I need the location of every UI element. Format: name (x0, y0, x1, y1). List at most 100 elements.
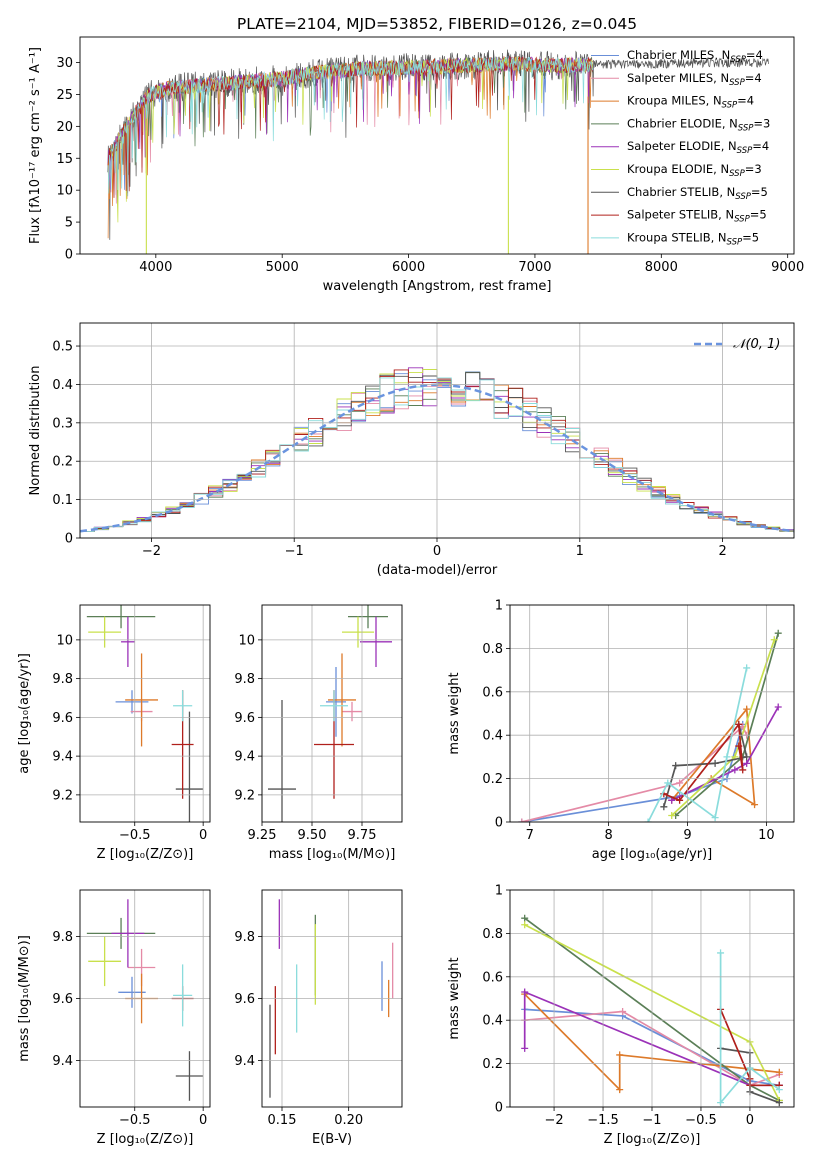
errorbar-point (88, 936, 122, 987)
legend-subscript: SSP (729, 78, 745, 88)
x-tick-label: −1.5 (587, 1113, 619, 1128)
x-tick-label: −2 (544, 1113, 563, 1128)
y-tick-label: 10 (238, 633, 255, 648)
x-tick-label: 0.15 (268, 1113, 297, 1128)
x-tick-label: −2 (142, 544, 161, 559)
y-tick-label: 9.6 (234, 992, 255, 1007)
marker-plus (735, 742, 743, 750)
x-tick-label: 8 (604, 828, 612, 843)
y-tick-label: 0 (495, 816, 503, 831)
panel-age-vs-z: −0.5 0 9.2 9.4 9.6 9.8 10 Z [log₁₀(Z/Z⊙)] age [l… (17, 604, 211, 862)
y-tick-label: 9.2 (52, 788, 73, 803)
x-tick-label: −1 (642, 1113, 661, 1128)
y-tick-label: 9.4 (234, 1054, 255, 1069)
marker-plus (676, 796, 684, 804)
marker-plus (775, 1068, 783, 1076)
marker-plus (711, 759, 719, 767)
x-tick-label: 9.75 (348, 828, 377, 843)
y-tick-label: 9.4 (234, 750, 255, 765)
y-tick-label: 0.6 (482, 970, 503, 985)
marker-plus (616, 1086, 624, 1094)
marker-plus (717, 1099, 725, 1107)
marker-plus (743, 759, 751, 767)
marker-plus (774, 629, 782, 637)
marker-plus (668, 811, 676, 819)
mass-weight-line (671, 639, 776, 817)
legend-count: =4 (746, 48, 763, 62)
panel-mass-weight-vs-z: −2 −1.5 −1 −0.5 0 0 0.2 0.4 0.6 0.8 1 Z [log₁₀(Z/Z⊙… (447, 884, 795, 1147)
x-tick-label: 4000 (139, 260, 172, 275)
legend-subscript: SSP (734, 215, 750, 225)
errorbar-point (175, 711, 204, 822)
legend-entry: Kroupa MILES, NSSP=4 (627, 94, 754, 111)
x-tick-label: 10 (758, 828, 775, 843)
y-tick-label: 1 (495, 884, 503, 899)
errorbar-point (326, 667, 346, 737)
errorbar-point (342, 701, 362, 722)
x-axis-label: wavelength [Angstrom, rest frame] (323, 279, 552, 294)
spectrum-series-line (107, 55, 593, 198)
y-tick-label: 9.8 (52, 930, 73, 945)
legend-entry: 𝒩(0, 1) (733, 337, 780, 352)
x-tick-label: −0.5 (685, 1113, 717, 1128)
x-tick-label: 8000 (645, 260, 678, 275)
errorbar-point (115, 690, 149, 714)
y-tick-label: 9.8 (234, 930, 255, 945)
marker-plus (751, 801, 759, 809)
errorbar-point (328, 653, 356, 747)
marker-plus (664, 779, 672, 787)
legend-label: Chabrier STELIB, N (627, 185, 735, 199)
marker-plus (672, 762, 680, 770)
axes-frame (261, 604, 403, 823)
marker-plus (775, 1099, 783, 1107)
y-tick-label: 10 (56, 633, 73, 648)
x-axis-label: Z [log₁₀(Z/Z⊙)] (97, 847, 194, 862)
x-tick-label: 0 (746, 1113, 754, 1128)
x-tick-label: 7000 (518, 260, 551, 275)
y-tick-label: 0.8 (482, 927, 503, 942)
spectrum-series-line (107, 49, 769, 240)
x-tick-label: 0.20 (334, 1113, 363, 1128)
x-tick-label: 9.25 (248, 828, 277, 843)
figure-title: PLATE=2104, MJD=53852, FIBERID=0126, z=0… (237, 15, 637, 33)
x-tick-label: 6000 (392, 260, 425, 275)
x-tick-label: 1 (576, 544, 584, 559)
legend-count: =4 (745, 71, 762, 85)
legend-count: =5 (751, 185, 768, 199)
y-tick-label: 9.4 (52, 750, 73, 765)
marker-plus (735, 720, 743, 728)
errorbar-point (121, 616, 135, 667)
errorbar-point (125, 653, 158, 747)
legend-entry: Chabrier STELIB, NSSP=5 (627, 185, 768, 202)
errorbar-point (173, 964, 193, 1027)
y-axis-label: Flux [fλ10⁻¹⁷ erg cm⁻² s⁻¹ A⁻¹] (28, 47, 43, 244)
errorbar-point (88, 616, 122, 648)
mass-weight-line (524, 1010, 780, 1087)
y-tick-label: 0.2 (482, 1057, 503, 1072)
legend-label: Salpeter ELODIE, N (627, 139, 737, 153)
marker-plus (731, 766, 739, 774)
axes-frame (79, 604, 211, 823)
x-tick-label: 0 (433, 544, 441, 559)
y-tick-label: 5 (65, 216, 73, 231)
y-tick-label: 9.6 (52, 711, 73, 726)
x-tick-label: 0 (199, 828, 207, 843)
errorbar-point (111, 899, 145, 968)
marker-plus (521, 914, 529, 922)
y-tick-label: 0.3 (52, 416, 73, 431)
y-tick-label: 9.8 (234, 672, 255, 687)
axes-frame (79, 322, 795, 539)
marker-plus (619, 1008, 627, 1016)
errorbar-point (348, 605, 388, 629)
panel-age-vs-mass: 9.25 9.50 9.75 9.2 9.4 9.6 9.8 10 mass [log₁₀(M/… (234, 604, 403, 862)
x-tick-label: 7 (526, 828, 534, 843)
legend-count: =5 (742, 230, 759, 244)
errorbar-point (342, 616, 374, 648)
plot-area (268, 605, 392, 822)
axes-frame (509, 889, 795, 1108)
errorbar-point (360, 616, 392, 667)
legend-label: Kroupa STELIB, N (627, 230, 727, 244)
legend-count: =5 (750, 208, 767, 222)
marker-plus (676, 779, 684, 787)
legend-entry: Salpeter STELIB, NSSP=5 (627, 208, 767, 225)
